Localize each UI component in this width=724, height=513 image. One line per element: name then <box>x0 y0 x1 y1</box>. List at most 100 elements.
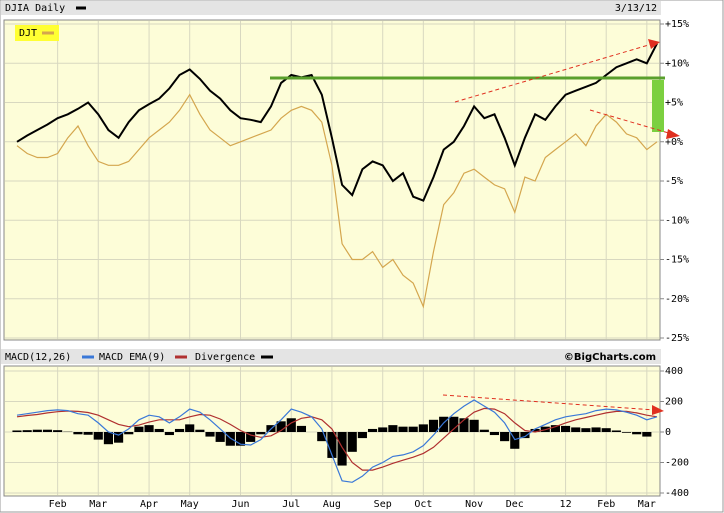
divergence-bar <box>408 426 418 432</box>
y-tick-label: +5% <box>665 98 683 109</box>
grid-layer <box>5 21 664 495</box>
divergence-bar <box>73 432 83 435</box>
divergence-bar <box>53 430 63 432</box>
divergence-bar <box>439 416 449 432</box>
header-bar <box>1 1 661 15</box>
x-tick-label: Oct <box>414 499 432 510</box>
divergence-bar <box>561 425 571 432</box>
divergence-bar <box>418 424 428 432</box>
divergence-bar <box>428 419 439 432</box>
divergence-bar <box>469 419 479 432</box>
arrow-head <box>652 405 664 415</box>
divergence-bar <box>185 424 195 432</box>
x-tick-label: Aug <box>323 499 341 510</box>
y-tick-label: 400 <box>665 366 683 377</box>
x-tick-label: Jul <box>282 499 300 510</box>
divergence-bar <box>550 425 560 432</box>
divergence-bar <box>632 432 642 435</box>
divergence-bar <box>367 428 378 432</box>
divergence-bar <box>103 432 113 445</box>
divergence-bar <box>571 427 581 432</box>
divergence-bar <box>479 429 489 432</box>
divergence-bar <box>215 432 225 442</box>
divergence-bar <box>621 432 632 433</box>
y-tick-label: -400 <box>665 488 689 499</box>
x-tick-label: Mar <box>89 499 107 510</box>
divergence-bar <box>164 432 174 436</box>
marks-layer <box>12 43 658 483</box>
divergence-bar <box>510 432 520 449</box>
series-line <box>16 43 658 202</box>
x-tick-label: Feb <box>49 499 67 510</box>
main-series-label: DJIA Daily <box>5 3 65 14</box>
divergence-bar <box>337 432 347 466</box>
divergence-bar <box>500 432 510 442</box>
divergence-bar <box>144 425 154 432</box>
divergence-bar <box>601 428 611 432</box>
x-tick-label: Sep <box>374 499 392 510</box>
legend-label: Divergence <box>195 352 255 363</box>
legend-label: MACD(12,26) <box>5 352 71 363</box>
trend-arrow <box>589 109 673 135</box>
divergence-bar <box>22 430 32 432</box>
divergence-bar <box>347 432 357 452</box>
divergence-bar <box>235 432 246 446</box>
divergence-bar <box>174 428 185 432</box>
x-tick-label: Dec <box>506 499 524 510</box>
y-tick-label: -15% <box>665 255 689 266</box>
divergence-bar <box>642 432 652 437</box>
divergence-bar <box>581 428 591 432</box>
divergence-bar <box>489 432 500 436</box>
divergence-bar <box>276 421 286 432</box>
y-tick-label: -5% <box>665 176 683 187</box>
divergence-bar <box>317 432 327 442</box>
x-tick-label: Jun <box>231 499 249 510</box>
y-tick-label: -200 <box>665 458 689 469</box>
y-tick-label: +15% <box>665 19 689 30</box>
divergence-bar <box>32 429 42 432</box>
x-tick-label: 12 <box>560 499 572 510</box>
legend-label: MACD EMA(9) <box>99 352 165 363</box>
macd-header-bar <box>1 349 661 364</box>
legend-box <box>15 25 59 41</box>
date-label: 3/13/12 <box>615 3 657 14</box>
y-tick-label: 0 <box>665 427 671 438</box>
y-tick-label: -20% <box>665 294 689 305</box>
arrow-head <box>666 129 680 139</box>
y-tick-label: -25% <box>665 333 689 344</box>
divergence-bar <box>114 432 124 443</box>
divergence-bar <box>449 416 459 432</box>
x-tick-label: Feb <box>597 499 615 510</box>
divergence-bar <box>459 418 469 432</box>
divergence-bar <box>83 432 93 435</box>
series-line <box>16 93 658 309</box>
x-tick-label: Apr <box>140 499 158 510</box>
x-tick-label: Nov <box>465 499 483 510</box>
x-tick-label: May <box>181 499 199 510</box>
divergence-bar <box>195 429 205 432</box>
series-line <box>16 399 658 483</box>
source-credit: ©BigCharts.com <box>564 352 656 363</box>
divergence-bar <box>246 432 256 442</box>
arrow-head <box>648 39 660 49</box>
divergence-bar <box>93 432 103 440</box>
divergence-bar <box>42 429 53 432</box>
y-tick-label: 200 <box>665 397 683 408</box>
divergence-bar <box>286 418 296 432</box>
divergence-bar <box>398 426 408 432</box>
divergence-bar <box>388 425 398 432</box>
trend-arrow <box>454 43 653 103</box>
y-tick-label: -10% <box>665 215 689 226</box>
divergence-bar <box>225 432 235 446</box>
gap-bar <box>652 80 664 132</box>
divergence-bar <box>327 432 337 458</box>
divergence-bar <box>154 428 164 432</box>
divergence-bar <box>296 425 307 432</box>
y-tick-label: +0% <box>665 137 683 148</box>
divergence-bar <box>134 426 144 432</box>
x-tick-label: Mar <box>638 499 656 510</box>
divergence-bar <box>357 432 367 439</box>
y-tick-label: +10% <box>665 58 689 69</box>
divergence-bar <box>256 432 266 435</box>
